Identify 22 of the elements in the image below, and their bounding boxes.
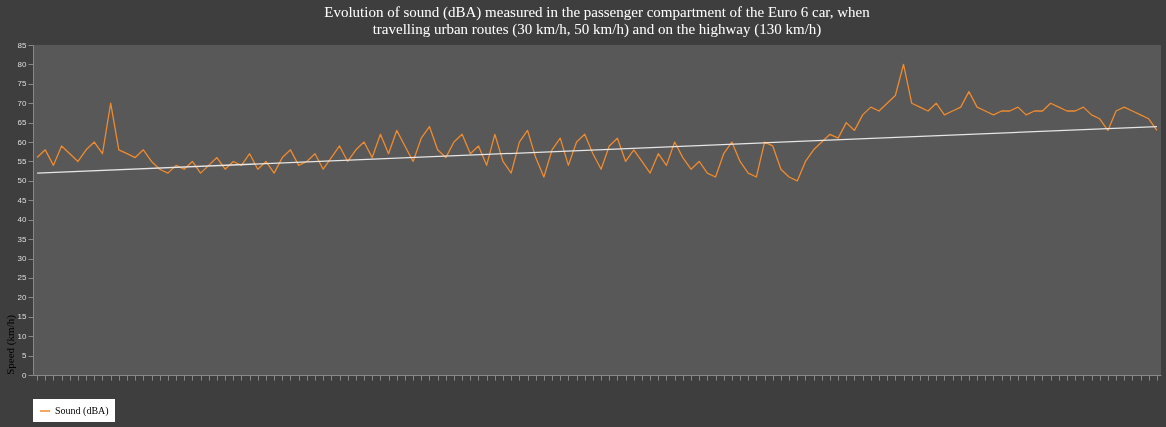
y-tick-label: 30 bbox=[17, 254, 28, 264]
y-tick-label: 75 bbox=[17, 79, 28, 89]
y-tick-label: 5 bbox=[22, 351, 28, 361]
y-tick-label: 80 bbox=[17, 59, 28, 69]
text: Evolution of sound (dBA) measured in the passenger compartment of the Euro 6 car, when bbox=[324, 4, 870, 20]
y-tick-label: 20 bbox=[17, 292, 28, 302]
y-tick-label: 60 bbox=[17, 137, 28, 147]
y-tick-label: 50 bbox=[17, 176, 28, 186]
y-tick-label: 15 bbox=[17, 312, 28, 322]
y-tick-label: 10 bbox=[17, 331, 28, 341]
legend-label: Sound (dBA) bbox=[55, 405, 109, 417]
y-tick-label: 25 bbox=[17, 273, 28, 283]
y-tick-label: 65 bbox=[17, 118, 28, 128]
y-tick-label: 55 bbox=[17, 156, 28, 166]
y-tick-label: 70 bbox=[17, 98, 28, 108]
text: travelling urban routes (30 km/h, 50 km/h) and on the highway (130 km/h) bbox=[372, 21, 822, 37]
y-tick-label: 0 bbox=[22, 370, 28, 380]
y-tick-label: 40 bbox=[17, 215, 28, 225]
line-series bbox=[36, 63, 1158, 182]
y-tick-label: 45 bbox=[17, 195, 28, 205]
y-tick-label: 85 bbox=[17, 40, 28, 50]
y-tick-label: 35 bbox=[17, 234, 28, 244]
